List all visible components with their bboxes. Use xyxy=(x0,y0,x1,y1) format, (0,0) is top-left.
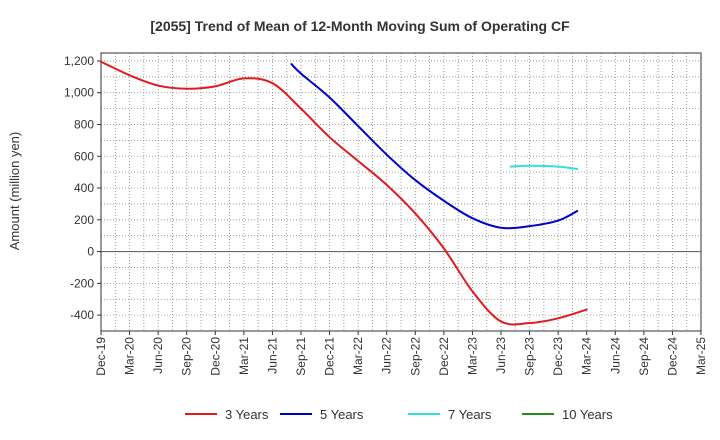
y-tick-label: 1,200 xyxy=(64,54,94,68)
x-tick-label: Mar-23 xyxy=(465,337,479,375)
x-tick-label: Mar-20 xyxy=(123,337,137,375)
x-tick-label: Sep-21 xyxy=(294,337,308,376)
x-tick-label: Mar-25 xyxy=(694,337,708,375)
x-tick-label: Mar-24 xyxy=(580,337,594,375)
y-tick-label: -400 xyxy=(70,308,94,322)
series-line-7-years xyxy=(509,164,579,170)
x-tick-label: Dec-24 xyxy=(665,337,679,376)
y-tick-label: -200 xyxy=(70,276,94,290)
legend-label: 3 Years xyxy=(225,407,269,422)
x-tick-label: Sep-23 xyxy=(523,337,537,376)
x-tick-label: Dec-20 xyxy=(208,337,222,376)
y-tick-label: 800 xyxy=(74,117,94,131)
plot-area xyxy=(100,52,702,332)
legend: 3 Years 5 Years 7 Years 10 Years xyxy=(185,407,613,422)
x-tick-label: Jun-21 xyxy=(265,337,279,374)
x-tick-label: Sep-22 xyxy=(408,337,422,376)
x-tick-label: Dec-21 xyxy=(323,337,337,376)
series-group xyxy=(100,60,588,326)
x-tick-label: Jun-20 xyxy=(151,337,165,374)
grid xyxy=(101,53,701,331)
series-line-3-years xyxy=(100,60,588,326)
y-axis: 1,200 1,000 800 600 400 200 0 -200 -400 xyxy=(64,54,101,322)
x-tick-label: Dec-19 xyxy=(94,337,108,376)
x-tick-label: Mar-22 xyxy=(351,337,365,375)
x-tick-label: Dec-23 xyxy=(551,337,565,376)
x-tick-label: Jun-22 xyxy=(380,337,394,374)
x-tick-label: Jun-24 xyxy=(608,337,622,374)
x-tick-label: Sep-20 xyxy=(180,337,194,376)
y-tick-label: 1,000 xyxy=(64,86,94,100)
x-axis: Dec-19 Mar-20 Jun-20 Sep-20 Dec-20 Mar-21 Jun-… xyxy=(94,331,708,376)
x-tick-label: Dec-22 xyxy=(437,337,451,376)
chart-title: [2055] Trend of Mean of 12-Month Moving … xyxy=(150,18,570,34)
y-tick-label: 200 xyxy=(74,213,94,227)
legend-label: 7 Years xyxy=(448,407,492,422)
series-line-5-years xyxy=(290,63,579,230)
y-axis-label: Amount (million yen) xyxy=(7,132,22,251)
x-tick-label: Mar-21 xyxy=(237,337,251,375)
x-tick-label: Sep-24 xyxy=(637,337,651,376)
legend-label: 10 Years xyxy=(562,407,613,422)
y-tick-label: 600 xyxy=(74,149,94,163)
x-tick-label: Jun-23 xyxy=(494,337,508,374)
legend-label: 5 Years xyxy=(320,407,364,422)
y-tick-label: 0 xyxy=(87,245,94,259)
y-tick-label: 400 xyxy=(74,181,94,195)
